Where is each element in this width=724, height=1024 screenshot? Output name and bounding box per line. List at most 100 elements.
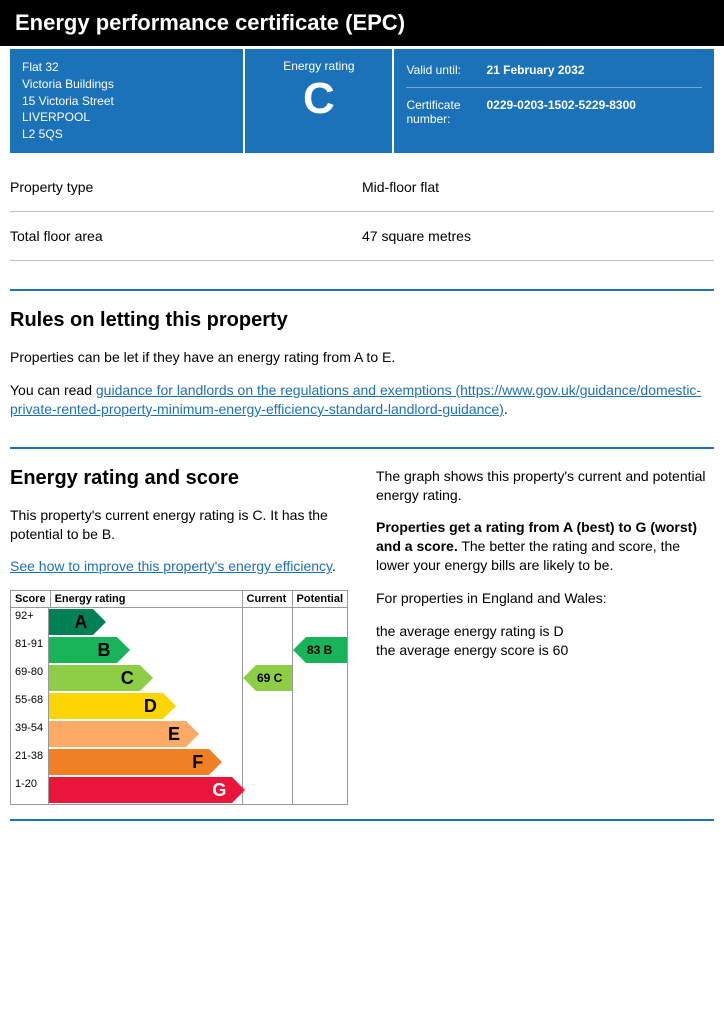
rating-label: Energy rating <box>257 59 380 73</box>
address-city: LIVERPOOL <box>22 109 231 126</box>
rating-cell: Energy rating C <box>245 49 394 153</box>
meta-cell: Valid until: 21 February 2032 Certificat… <box>394 49 714 153</box>
paragraph: This property's current energy rating is… <box>10 506 348 544</box>
chart-score: 69-80 <box>11 664 49 692</box>
chart-potential-cell <box>293 720 347 748</box>
energy-chart: Score Energy rating Current Potential 92… <box>10 590 348 805</box>
paragraph: You can read guidance for landlords on t… <box>10 381 714 419</box>
chart-score: 21-38 <box>11 748 49 776</box>
chart-score: 39-54 <box>11 720 49 748</box>
left-column: Energy rating and score This property's … <box>10 467 348 806</box>
chart-row: 39-54E <box>11 720 347 748</box>
chart-row: 1-20G <box>11 776 347 804</box>
address-cell: Flat 32 Victoria Buildings 15 Victoria S… <box>10 49 245 153</box>
rating-bar: B <box>49 637 117 663</box>
paragraph: Properties get a rating from A (best) to… <box>376 518 714 575</box>
rating-section: Energy rating and score This property's … <box>10 467 714 806</box>
chart-score: 92+ <box>11 608 49 636</box>
text: You can read <box>10 382 96 398</box>
chart-potential-cell <box>293 692 347 720</box>
chart-current-cell <box>243 720 293 748</box>
address-line: Flat 32 <box>22 59 231 76</box>
chart-rating-cell: D <box>49 692 243 720</box>
chart-potential-cell: 83 B <box>293 636 347 664</box>
prop-val: 47 square metres <box>362 228 714 244</box>
chart-current-cell <box>243 636 293 664</box>
rating-bar: C <box>49 665 140 691</box>
rating-bar: F <box>49 749 209 775</box>
chart-score: 1-20 <box>11 776 49 804</box>
chart-potential-cell <box>293 608 347 636</box>
meta-key: Certificate number: <box>406 98 486 126</box>
paragraph: Properties can be let if they have an en… <box>10 348 714 367</box>
right-column: The graph shows this property's current … <box>376 467 714 806</box>
chart-rating-cell: B <box>49 636 243 664</box>
prop-val: Mid-floor flat <box>362 179 714 195</box>
paragraph: See how to improve this property's energ… <box>10 557 348 576</box>
rating-bar: E <box>49 721 186 747</box>
chart-row: 92+A <box>11 608 347 636</box>
chart-current-cell: 69 C <box>243 664 293 692</box>
text: the average energy score is 60 <box>376 642 568 658</box>
chart-row: 55-68D <box>11 692 347 720</box>
col-header: Energy rating <box>51 591 243 607</box>
meta-row: Certificate number: 0229-0203-1502-5229-… <box>406 94 702 130</box>
chart-potential-cell <box>293 664 347 692</box>
section-divider <box>10 289 714 291</box>
col-header: Current <box>243 591 293 607</box>
address-postcode: L2 5QS <box>22 126 231 143</box>
paragraph: The graph shows this property's current … <box>376 467 714 505</box>
current-arrow: 69 C <box>243 665 286 691</box>
table-row: Total floor area 47 square metres <box>10 212 714 261</box>
paragraph: the average energy rating is D the avera… <box>376 622 714 660</box>
potential-arrow: 83 B <box>293 637 336 663</box>
section-heading: Energy rating and score <box>10 467 348 490</box>
rating-bar: G <box>49 777 232 803</box>
section-divider <box>10 447 714 449</box>
meta-row: Valid until: 21 February 2032 <box>406 59 702 81</box>
address-line: 15 Victoria Street <box>22 93 231 110</box>
improve-link[interactable]: See how to improve this property's energ… <box>10 558 332 574</box>
section-heading: Rules on letting this property <box>10 309 714 332</box>
chart-rating-cell: G <box>49 776 243 804</box>
text: . <box>504 401 508 417</box>
meta-key: Valid until: <box>406 63 486 77</box>
chart-current-cell <box>243 748 293 776</box>
section-divider <box>10 819 714 821</box>
chart-current-cell <box>243 692 293 720</box>
divider <box>406 87 702 88</box>
rating-bar: D <box>49 693 163 719</box>
col-header: Potential <box>293 591 347 607</box>
paragraph: For properties in England and Wales: <box>376 589 714 608</box>
rating-grade: C <box>257 77 380 121</box>
page-title: Energy performance certificate (EPC) <box>15 10 709 36</box>
chart-potential-cell <box>293 776 347 804</box>
chart-rating-cell: A <box>49 608 243 636</box>
chart-score: 81-91 <box>11 636 49 664</box>
summary-panel: Flat 32 Victoria Buildings 15 Victoria S… <box>10 49 714 153</box>
rating-bar: A <box>49 609 93 635</box>
property-table: Property type Mid-floor flat Total floor… <box>10 163 714 261</box>
text: the average energy rating is D <box>376 623 564 639</box>
chart-header-row: Score Energy rating Current Potential <box>11 591 347 608</box>
chart-rating-cell: C <box>49 664 243 692</box>
chart-row: 21-38F <box>11 748 347 776</box>
chart-potential-cell <box>293 748 347 776</box>
col-header: Score <box>11 591 51 607</box>
chart-current-cell <box>243 776 293 804</box>
chart-row: 69-80C 69 C <box>11 664 347 692</box>
page-header: Energy performance certificate (EPC) <box>0 0 724 46</box>
meta-value: 21 February 2032 <box>486 63 584 77</box>
chart-current-cell <box>243 608 293 636</box>
chart-row: 81-91B 83 B <box>11 636 347 664</box>
table-row: Property type Mid-floor flat <box>10 163 714 212</box>
guidance-link[interactable]: guidance for landlords on the regulation… <box>10 382 701 417</box>
rules-section: Rules on letting this property Propertie… <box>10 309 714 419</box>
chart-rating-cell: F <box>49 748 243 776</box>
meta-value: 0229-0203-1502-5229-8300 <box>486 98 635 126</box>
chart-rating-cell: E <box>49 720 243 748</box>
prop-key: Property type <box>10 179 362 195</box>
prop-key: Total floor area <box>10 228 362 244</box>
address-line: Victoria Buildings <box>22 76 231 93</box>
chart-score: 55-68 <box>11 692 49 720</box>
